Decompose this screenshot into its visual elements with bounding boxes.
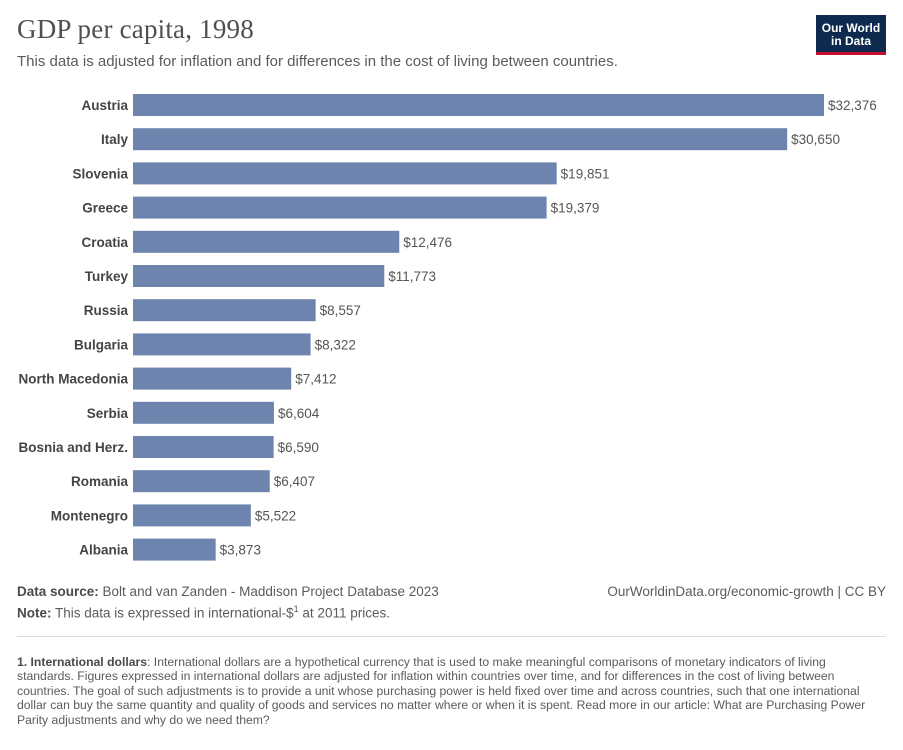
data-source: Data source: Bolt and van Zanden - Maddi… <box>17 584 439 599</box>
bar[interactable] <box>133 470 270 493</box>
category-label: Turkey <box>85 269 129 284</box>
bar[interactable] <box>133 436 274 458</box>
value-label: $19,851 <box>561 166 610 181</box>
bar[interactable] <box>133 367 292 390</box>
value-label: $19,379 <box>551 201 600 216</box>
category-label: Russia <box>84 303 129 318</box>
data-source-text[interactable]: Bolt and van Zanden - Maddison Project D… <box>102 584 439 599</box>
bar[interactable] <box>133 538 216 561</box>
bar[interactable] <box>133 265 385 287</box>
category-label: Greece <box>82 201 128 216</box>
note-label: Note: <box>17 605 52 621</box>
category-label: Bulgaria <box>74 337 129 352</box>
category-label: Serbia <box>87 406 129 421</box>
chart-title: GDP per capita, 1998 <box>17 14 254 44</box>
value-label: $8,322 <box>315 337 356 352</box>
note-footnote-ref[interactable]: 1 <box>293 604 299 614</box>
category-label: North Macedonia <box>18 372 128 387</box>
value-label: $11,773 <box>388 269 436 284</box>
value-label: $6,407 <box>274 474 315 489</box>
credit-link[interactable]: OurWorldinData.org/economic-growth | CC … <box>607 584 886 599</box>
category-label: Albania <box>79 543 128 558</box>
value-label: $6,590 <box>278 440 319 455</box>
owid-logo[interactable]: Our World in Data <box>816 15 886 55</box>
bar[interactable] <box>133 401 274 424</box>
bar[interactable] <box>133 128 788 151</box>
value-label: $3,873 <box>220 543 261 558</box>
value-label: $12,476 <box>403 235 452 250</box>
bar[interactable] <box>133 230 400 253</box>
chart-subtitle: This data is adjusted for inflation and … <box>17 53 618 70</box>
category-label: Austria <box>81 98 128 113</box>
note-text-post: at 2011 prices. <box>298 605 390 621</box>
note-text-pre: This data is expressed in international-… <box>55 605 294 621</box>
bar[interactable] <box>133 504 251 527</box>
bar[interactable] <box>133 162 557 185</box>
category-label: Montenegro <box>51 508 128 523</box>
value-label: $7,412 <box>295 372 336 387</box>
category-label: Slovenia <box>72 166 128 181</box>
value-label: $5,522 <box>255 508 296 523</box>
footnote-label: 1. International dollars <box>17 655 148 669</box>
bar[interactable] <box>133 196 547 219</box>
logo-line-1: Our World <box>821 21 881 35</box>
value-label: $8,557 <box>320 303 361 318</box>
value-label: $30,650 <box>791 132 840 147</box>
data-source-label: Data source: <box>17 584 99 599</box>
category-label: Croatia <box>81 235 128 250</box>
bar[interactable] <box>133 299 316 322</box>
footnote-text: : International dollars are a hypothetic… <box>17 655 866 727</box>
footer-divider <box>17 636 886 637</box>
category-label: Italy <box>101 132 129 147</box>
bar[interactable] <box>133 94 824 116</box>
value-label: $6,604 <box>278 406 320 421</box>
value-label: $32,376 <box>828 98 877 113</box>
bar[interactable] <box>133 333 311 356</box>
footnote: 1. International dollars: International … <box>17 655 867 727</box>
category-label: Bosnia and Herz. <box>18 440 128 455</box>
logo-line-2: in Data <box>830 34 871 48</box>
chart-note: Note: This data is expressed in internat… <box>17 604 390 621</box>
bar-chart: Austria $32,376 Italy $30,650 Slovenia $19,85… <box>18 94 877 561</box>
category-label: Romania <box>71 474 129 489</box>
